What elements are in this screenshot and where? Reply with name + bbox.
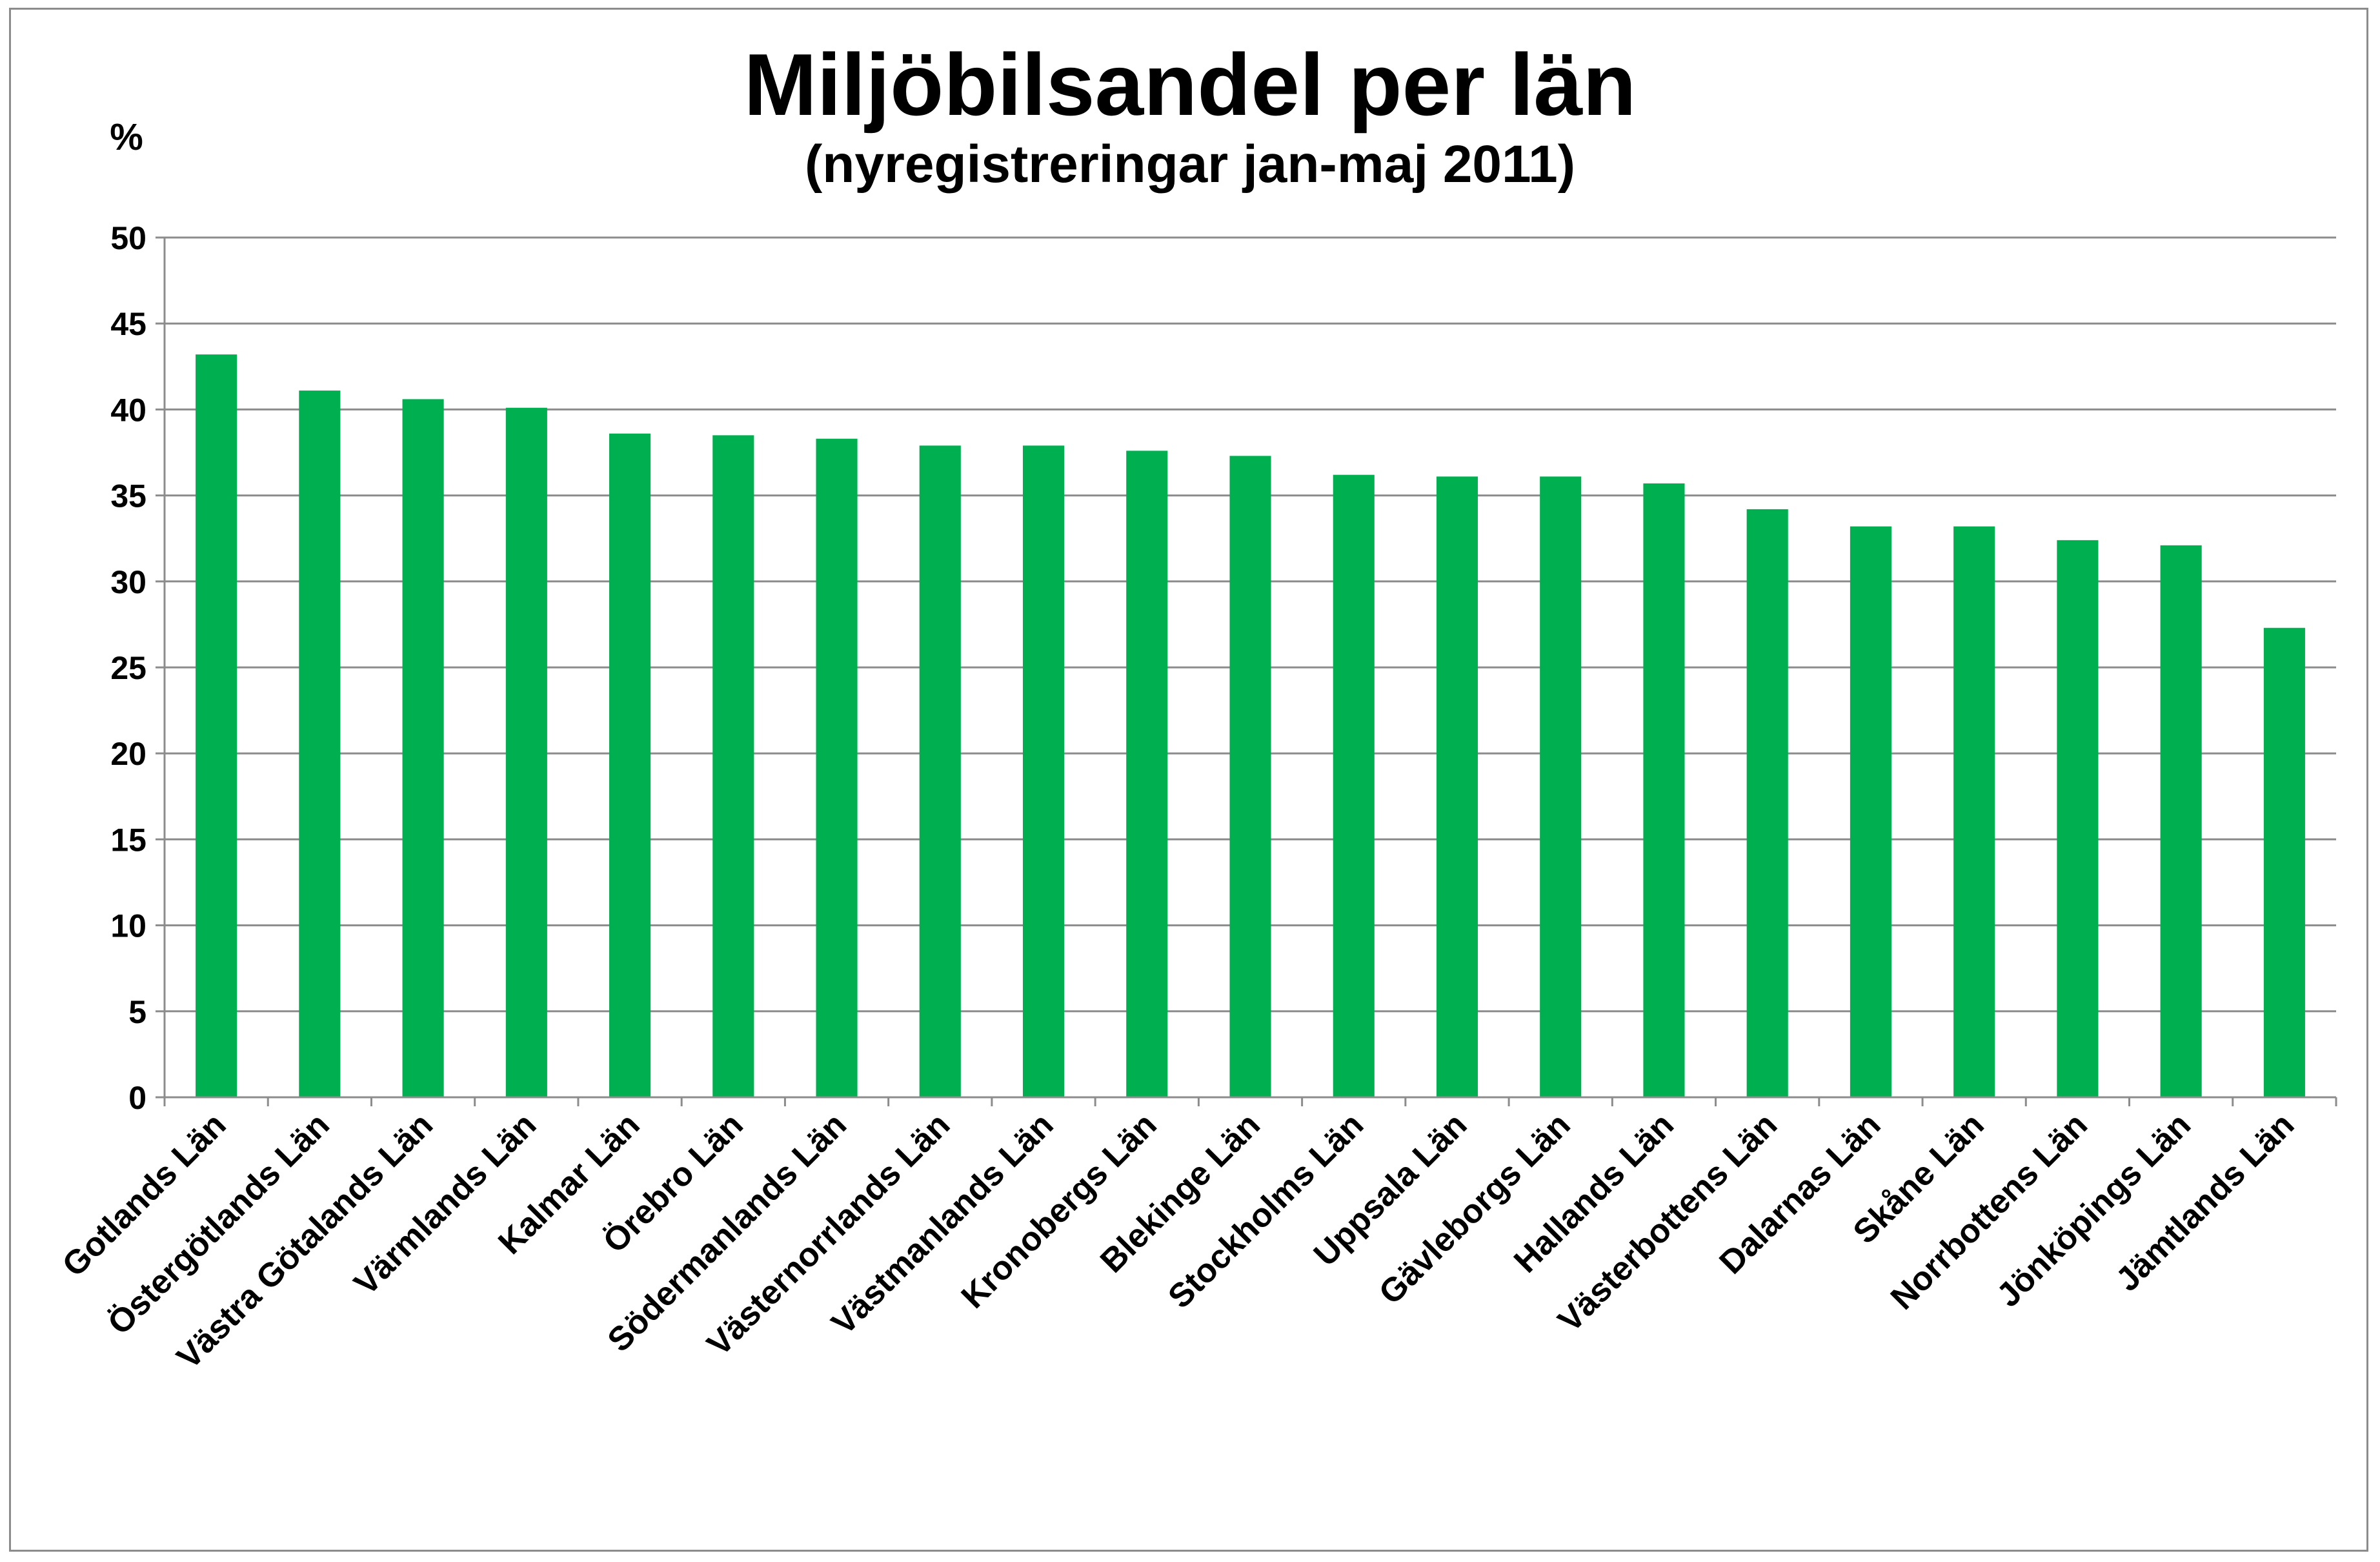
y-tick-label: 10 bbox=[110, 908, 146, 944]
chart-subtitle: (nyregistreringar jan-maj 2011) bbox=[805, 135, 1575, 194]
x-tick-label: Jönköpings Län bbox=[1990, 1106, 2198, 1314]
bar bbox=[1643, 483, 1685, 1097]
bar bbox=[1229, 456, 1271, 1097]
y-tick-labels: 0 5 10 15 20 25 30 35 40 45 50 bbox=[110, 220, 146, 1116]
bar bbox=[816, 438, 858, 1097]
y-tick-label: 50 bbox=[110, 220, 146, 256]
bar bbox=[196, 354, 237, 1097]
bar bbox=[1126, 451, 1168, 1097]
bar bbox=[1850, 526, 1891, 1097]
y-tick-label: 5 bbox=[128, 994, 146, 1030]
y-axis-unit-label: % bbox=[110, 116, 143, 158]
bar bbox=[1333, 474, 1375, 1097]
bar bbox=[299, 391, 341, 1098]
y-tick-label: 40 bbox=[110, 392, 146, 428]
bar bbox=[1022, 445, 1065, 1097]
axes bbox=[163, 238, 2336, 1099]
bar bbox=[919, 445, 961, 1097]
y-tick-label: 20 bbox=[110, 736, 146, 772]
bar bbox=[2057, 540, 2099, 1097]
bar bbox=[2160, 545, 2202, 1097]
bar bbox=[712, 435, 754, 1097]
x-tick-label: Gävleborgs Län bbox=[1372, 1106, 1578, 1312]
x-tick-label: Kronobergs Län bbox=[954, 1106, 1164, 1315]
bar bbox=[1436, 476, 1478, 1097]
bar bbox=[1746, 509, 1788, 1097]
bar bbox=[505, 407, 547, 1097]
bar bbox=[1540, 476, 1582, 1097]
y-tick-label: 0 bbox=[128, 1080, 146, 1116]
x-tick-label: Stockholms Län bbox=[1161, 1106, 1371, 1315]
y-tick-label: 35 bbox=[110, 478, 146, 514]
y-tick-label: 30 bbox=[110, 564, 146, 600]
x-tick-label: Norrbottens Län bbox=[1884, 1106, 2095, 1317]
bar bbox=[1953, 526, 1995, 1097]
chart-title: Miljöbilsandel per län bbox=[744, 36, 1637, 134]
bar bbox=[402, 399, 444, 1097]
y-tick-label: 25 bbox=[110, 650, 146, 686]
y-tick-label: 45 bbox=[110, 306, 146, 342]
bars bbox=[163, 354, 2337, 1106]
x-tick-label: Värmlands Län bbox=[347, 1106, 544, 1303]
bar bbox=[609, 433, 651, 1097]
y-tick-label: 15 bbox=[110, 822, 146, 858]
x-tick-label: Jämtlands Län bbox=[2109, 1106, 2301, 1298]
bar bbox=[2263, 627, 2305, 1097]
